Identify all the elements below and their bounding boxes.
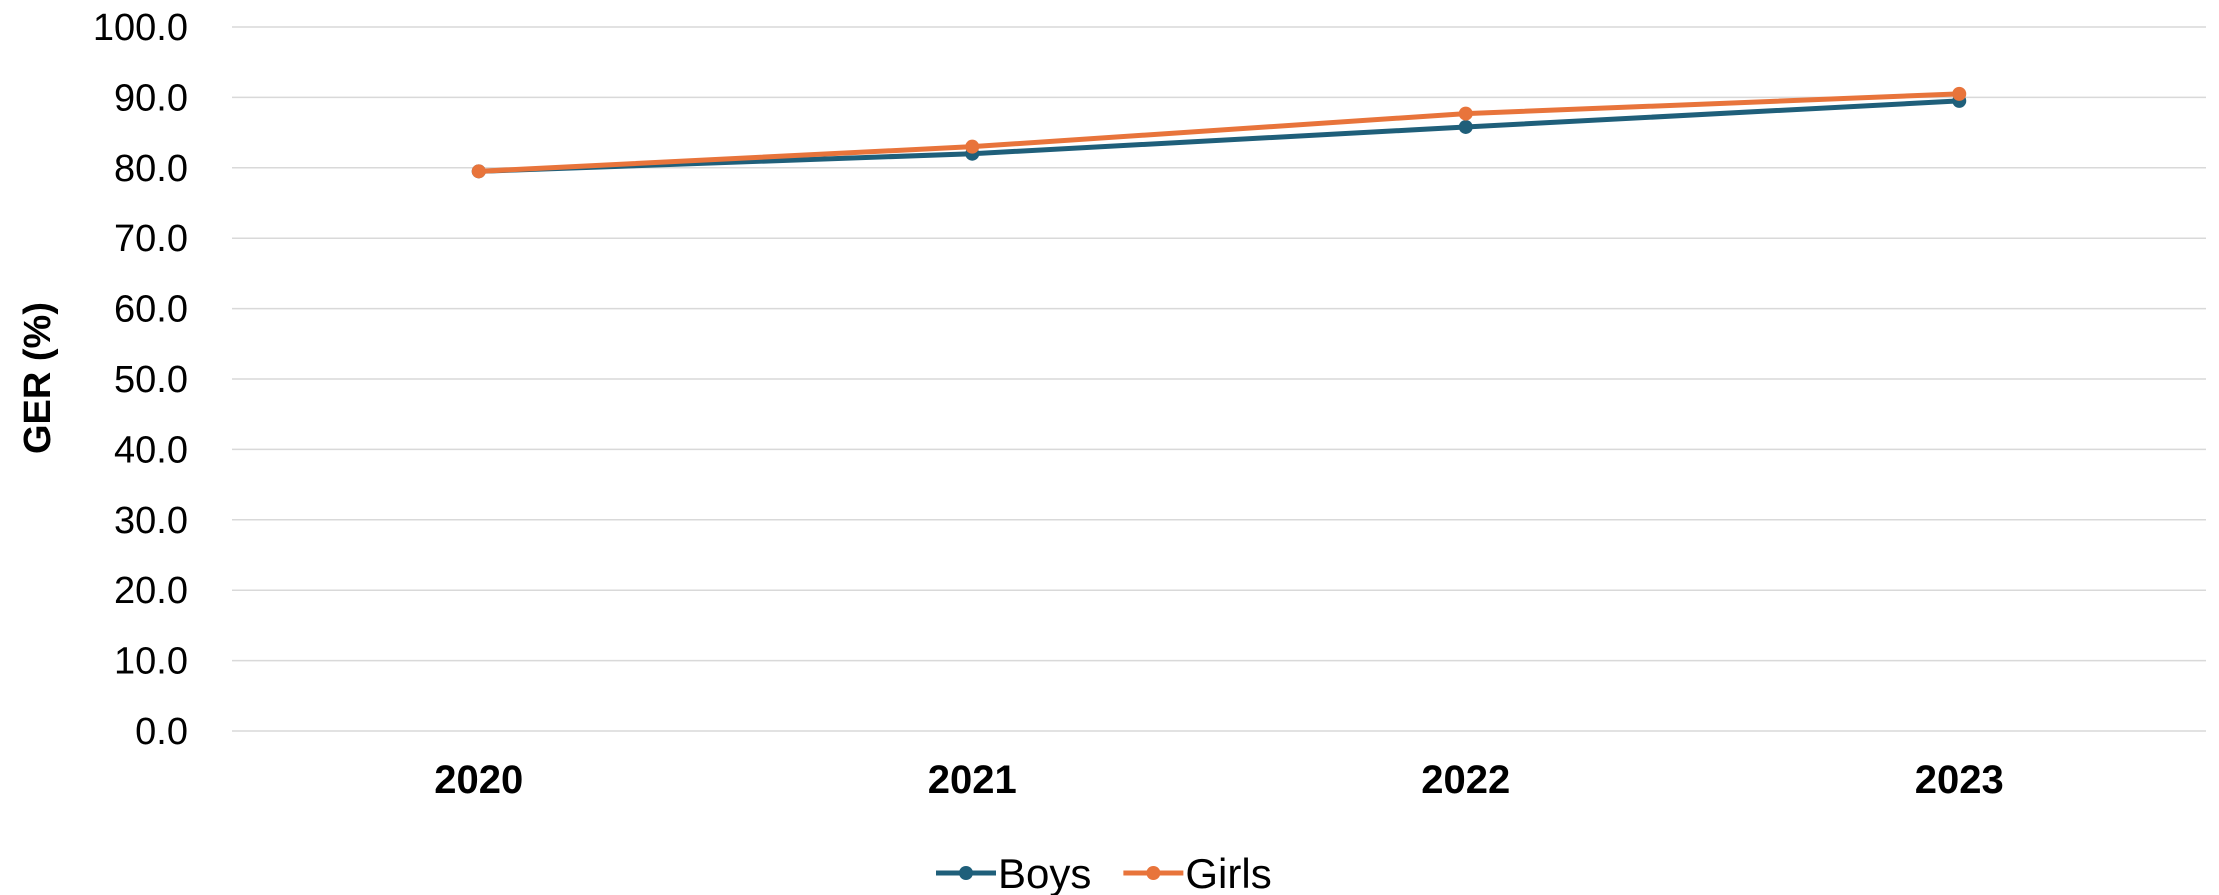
y-tick-label: 0.0 [135,711,188,753]
y-tick-label: 50.0 [114,359,188,401]
x-tick-label: 2022 [1421,758,1510,802]
y-tick-label: 30.0 [114,500,188,542]
data-point-girls [965,139,980,154]
y-tick-label: 80.0 [114,148,188,190]
legend-swatch-marker [959,866,973,880]
data-point-girls [1458,106,1473,121]
series-line-girls [476,91,1962,174]
y-tick-label: 70.0 [114,218,188,260]
legend-label: Girls [1185,850,1271,895]
y-axis-label: GER (%) [17,302,59,454]
y-tick-label: 10.0 [114,641,188,683]
x-axis-ticks: 2020 2021 2022 2023 [434,758,2003,802]
y-tick-label: 90.0 [114,77,188,119]
y-tick-label: 60.0 [114,289,188,331]
legend-item-boys: Boys [936,850,1091,895]
legend: Boys Girls [936,850,1272,895]
y-tick-label: 100.0 [93,7,188,49]
legend-item-girls: Girls [1123,850,1272,895]
data-point-girls [471,164,486,179]
data-point-boys [1458,119,1473,134]
y-tick-label: 20.0 [114,570,188,612]
legend-label: Boys [998,850,1091,895]
x-tick-label: 2021 [928,758,1017,802]
series-lines [471,86,1967,179]
y-tick-label: 40.0 [114,429,188,471]
y-axis-ticks: 0.0 10.0 20.0 30.0 40.0 50.0 60.0 70.0 80.0 90.0 1… [93,7,188,753]
series-line-boys [476,98,1962,174]
x-tick-label: 2020 [434,758,523,802]
legend-swatch-marker [1146,866,1161,880]
x-tick-label: 2023 [1915,758,2004,802]
data-point-girls [1952,86,1967,101]
